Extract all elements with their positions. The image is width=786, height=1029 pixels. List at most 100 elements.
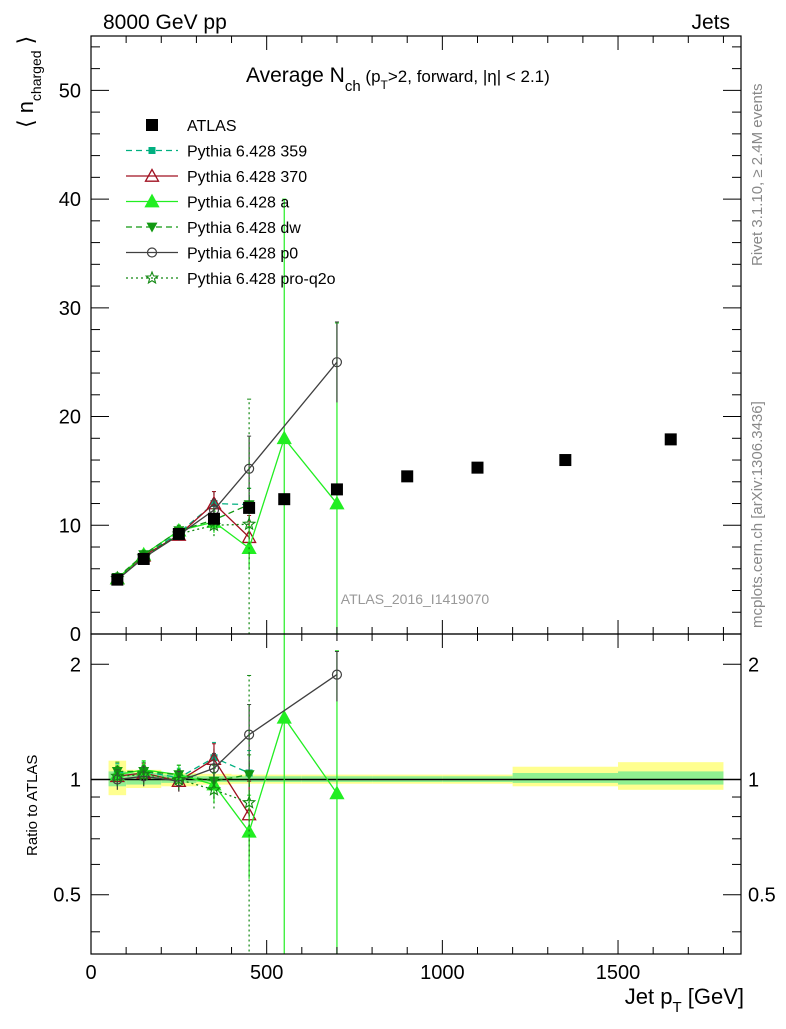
ylabel-close: ⟩ (13, 36, 38, 51)
data-point (111, 573, 124, 586)
legend-entry-p359: Pythia 6.428 359 (126, 144, 307, 161)
ratio-line-pp0 (117, 674, 338, 782)
data-point (137, 552, 150, 565)
legend-marker-p370 (144, 168, 160, 182)
ratio-y-tick-label-left: 2 (70, 654, 81, 676)
data-point (172, 527, 185, 540)
legend-label-pp0: Pythia 6.428 p0 (187, 246, 298, 263)
main-y-tick-label: 30 (59, 298, 81, 320)
main-line-pdw (116, 504, 250, 578)
title-main: Average N (246, 64, 345, 87)
ratio-point-pp0 (331, 669, 343, 680)
ratio-point-ppro (241, 795, 257, 809)
ratio-y-tick-label-right: 0.5 (748, 885, 776, 907)
main-y-tick-label: 0 (70, 624, 81, 646)
ratio-point-pa (276, 709, 292, 724)
xlabel-sub: T (672, 999, 681, 1016)
legend: ATLAS Pythia 6.428 359 Pythia 6.428 370 Pyt… (126, 118, 336, 288)
main-y-tick-label: 10 (59, 515, 81, 537)
legend-entry-ppro: Pythia 6.428 pro-q2o (126, 270, 336, 288)
ratio-point-ppro (136, 767, 151, 781)
main-plot-marks (109, 198, 677, 634)
legend-label-pa: Pythia 6.428 a (187, 195, 289, 212)
legend-marker-pp0 (146, 247, 158, 258)
legend-entry-pp0: Pythia 6.428 p0 (126, 246, 298, 263)
ratio-y-tick-label-left: 1 (70, 770, 81, 792)
title-cond-b: >2, forward, |η| < 2.1) (388, 67, 550, 86)
main-point-pa (329, 495, 345, 510)
main-series-data (111, 433, 677, 586)
category-label: Jets (691, 11, 730, 34)
main-point-pp0 (331, 357, 343, 368)
legend-label-ppro: Pythia 6.428 pro-q2o (187, 271, 336, 288)
ratio-y-tick-label-left: 0.5 (53, 885, 81, 907)
x-tick-label: 500 (250, 962, 283, 984)
ratio-panel-frame (90, 633, 742, 955)
data-point (401, 470, 414, 483)
title-sub: ch (345, 78, 361, 95)
legend-marker-pdw (146, 222, 158, 233)
main-line-pa (116, 436, 338, 580)
analysis-watermark: ATLAS_2016_I1419070 (341, 591, 490, 607)
main-series-ppro (110, 398, 257, 634)
xlabel-main: Jet p (625, 984, 673, 1009)
title-cond-a: (p (361, 67, 381, 86)
legend-entry-p370: Pythia 6.428 370 (126, 168, 307, 186)
x-tick-label: 0 (85, 962, 96, 984)
data-point (664, 433, 677, 446)
axes: 0 500 1000 1500 0 10 20 30 40 50 0.5 0.5 1 1 2 2 (53, 35, 776, 984)
legend-label-p370: Pythia 6.428 370 (187, 169, 307, 186)
data-point (243, 501, 256, 514)
ratio-point-ppro (110, 768, 125, 783)
energy-label: 8000 GeV pp (103, 11, 227, 34)
legend-marker-pa (144, 193, 160, 208)
main-y-tick-label: 50 (59, 80, 81, 102)
legend-marker-ppro (144, 270, 160, 285)
x-tick-label: 1000 (420, 962, 465, 984)
main-point-pa (276, 430, 292, 445)
data-point (559, 454, 572, 467)
main-point-ppro (241, 516, 257, 531)
ratio-uncertainty-bands (108, 760, 724, 796)
ratio-band-inner (618, 771, 724, 785)
mcplots-label: mcplots.cern.ch [arXiv:1306.3436] (749, 401, 766, 628)
main-series-pp0 (112, 321, 343, 585)
ratio-series-p370 (109, 743, 257, 857)
ratio-band-inner (512, 772, 619, 783)
main-y-axis-label: ⟨ ncharged ⟩ (13, 36, 44, 128)
ylabel-main: ⟨ n (13, 101, 38, 128)
ratio-y-tick-label-right: 2 (748, 654, 759, 676)
ratio-series-pp0 (112, 651, 343, 792)
ratio-point-ppro (171, 772, 186, 786)
main-y-tick-label: 40 (59, 189, 81, 211)
ratio-series-ppro (110, 674, 257, 954)
ratio-point-ppro (206, 782, 222, 796)
x-tick-label: 1500 (596, 962, 641, 984)
ratio-point-pa (329, 785, 345, 800)
legend-label-data: ATLAS (187, 118, 237, 135)
ylabel-sub: charged (28, 50, 44, 101)
main-line-p370 (116, 502, 250, 580)
legend-marker-p359 (148, 147, 156, 154)
ratio-y-axis-label: Ratio to ATLAS (24, 755, 41, 856)
legend-marker-data (146, 119, 158, 131)
ratio-point-pp0 (138, 771, 149, 782)
main-line-pp0 (116, 361, 338, 581)
legend-label-pdw: Pythia 6.428 dw (187, 220, 301, 237)
data-point (471, 461, 484, 474)
main-plot-title: Average Nch (pT>2, forward, |η| < 2.1) (246, 64, 550, 95)
ratio-plot-marks (91, 634, 741, 954)
main-y-tick-label: 20 (59, 407, 81, 429)
rivet-version-label: Rivet 3.1.10, ≥ 2.4M events (749, 84, 766, 267)
x-axis-label: Jet pT [GeV] (625, 984, 744, 1016)
ratio-y-tick-label-right: 1 (748, 770, 759, 792)
legend-entry-pdw: Pythia 6.428 dw (126, 220, 301, 237)
data-point (278, 493, 291, 506)
data-point (330, 483, 343, 496)
legend-entry-data: ATLAS (146, 118, 237, 135)
title-cond-sub: T (381, 78, 389, 92)
xlabel-unit: [GeV] (682, 984, 744, 1009)
legend-label-p359: Pythia 6.428 359 (187, 144, 307, 161)
